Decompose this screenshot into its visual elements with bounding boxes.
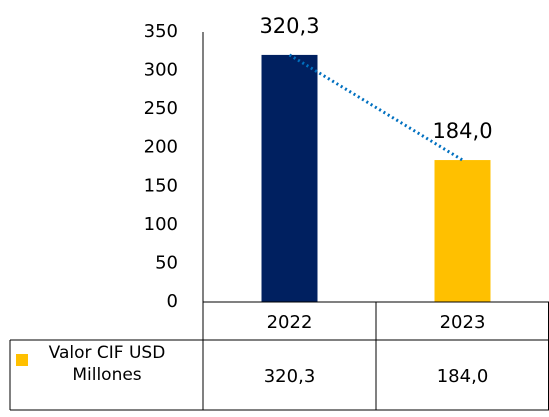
legend-box: Valor CIF USD Millones — [48, 343, 166, 385]
x-tick-label: 2023 — [440, 312, 486, 333]
table-value: 320,3 — [264, 366, 316, 387]
y-tick-label: 250 — [144, 98, 178, 119]
y-tick-label: 350 — [144, 21, 178, 42]
data-label: 184,0 — [432, 119, 492, 143]
y-tick-label: 0 — [167, 291, 178, 312]
trendline — [288, 53, 464, 162]
y-tick-label: 50 — [155, 252, 178, 273]
bar — [261, 54, 318, 302]
data-label: 320,3 — [259, 14, 319, 38]
y-tick-label: 300 — [144, 60, 178, 81]
legend-label: Valor CIF USD Millones — [48, 343, 166, 385]
y-tick-label: 200 — [144, 137, 178, 158]
legend-swatch — [16, 354, 28, 366]
x-tick-label: 2022 — [267, 312, 313, 333]
y-tick-label: 100 — [144, 214, 178, 235]
y-tick-label: 150 — [144, 175, 178, 196]
table-value: 184,0 — [437, 366, 489, 387]
bar — [434, 160, 491, 302]
